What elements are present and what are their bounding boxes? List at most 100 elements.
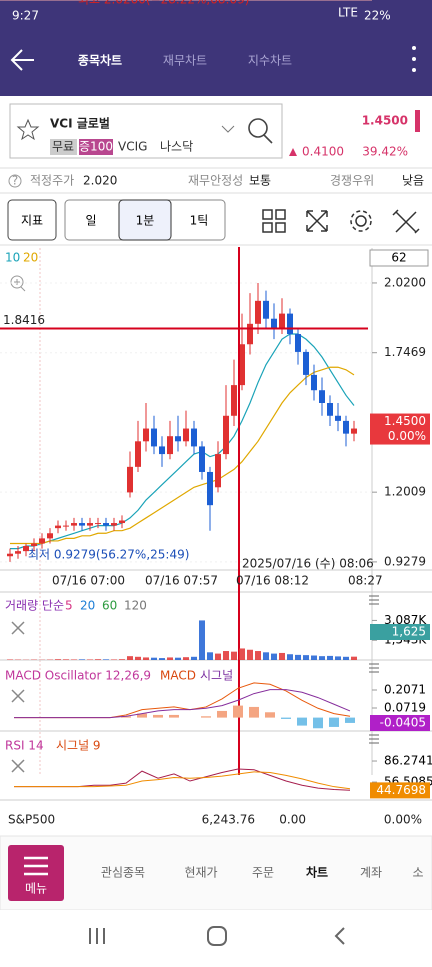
panel-menu[interactable] (369, 596, 379, 604)
candle-body (351, 429, 357, 434)
volume-bar (167, 657, 173, 660)
volume-bar (263, 652, 269, 660)
candle-body (343, 421, 349, 434)
tab[interactable]: 종목차트 (78, 53, 122, 68)
legend-item: MACD (160, 669, 196, 683)
badge: 증100 (79, 140, 113, 154)
panel-menu[interactable] (369, 735, 379, 743)
indicator-button[interactable]: 지표 (8, 200, 56, 240)
candle-body (151, 429, 157, 447)
layout-icon[interactable] (263, 210, 285, 232)
volume-bar (335, 656, 341, 660)
volume-bar (55, 659, 61, 660)
count-label: 62 (391, 251, 406, 265)
candle-body (103, 523, 109, 526)
period-button[interactable]: 1분 (119, 200, 171, 240)
nav-item[interactable]: 주문 (252, 866, 274, 880)
candle-body (55, 526, 61, 529)
info-value: 낮음 (402, 174, 424, 188)
button-label: 1틱 (190, 214, 209, 228)
close-icon[interactable] (12, 760, 24, 772)
close-icon[interactable] (12, 622, 24, 634)
volume-bar (199, 620, 205, 660)
nav-label: 관심종목 (101, 866, 145, 880)
volume-bar (111, 659, 117, 660)
volume-bar (279, 653, 285, 660)
volume-bar (223, 651, 229, 660)
nav-item[interactable]: 차트 (306, 865, 328, 880)
signal-line (14, 690, 350, 718)
candle-body (119, 520, 125, 523)
stock-name: VCI 글로벌 (50, 116, 110, 131)
status-network: LTE (338, 6, 358, 20)
nav-item[interactable]: 관심종목 (101, 866, 145, 880)
period-button[interactable]: 일 (85, 214, 96, 228)
settings-icon[interactable] (351, 211, 371, 231)
badge: 무료 (52, 140, 74, 154)
info-label: 재무안정성 (188, 174, 243, 188)
y-tick-label: 1.2009 (384, 485, 426, 499)
candle-body (63, 526, 69, 527)
close-icon[interactable] (12, 690, 24, 702)
tab-label: 재무차트 (163, 54, 207, 68)
price: 1.4500 (362, 114, 408, 128)
tools-icon[interactable] (393, 210, 419, 233)
tab[interactable]: 재무차트 (163, 54, 207, 68)
legend-item: 20 (23, 251, 38, 265)
oscillator-bar (217, 711, 227, 718)
legend-item: 10 (5, 251, 20, 265)
price-bar (415, 110, 420, 132)
y-tick-label: 1.7469 (384, 345, 426, 359)
candle-body (127, 467, 133, 493)
volume-bar (247, 650, 253, 660)
menu-label: 메뉴 (25, 882, 47, 896)
panel-title: 거래량 단순 (5, 599, 64, 613)
candle-body (175, 436, 181, 441)
y-tick-label: 0.0719 (384, 701, 426, 715)
candle-body (39, 538, 45, 543)
volume-bar (183, 657, 189, 660)
index-change-pct: 0.00% (384, 813, 422, 827)
high-label: 최고 2.0200(−28.22%,08:09) (78, 0, 249, 7)
info-value: 2.020 (83, 174, 117, 188)
nav-label: 차트 (306, 865, 328, 880)
menu-button[interactable]: 메뉴 (8, 845, 64, 901)
tab-label: 지수차트 (248, 54, 292, 68)
macd-line (14, 683, 350, 718)
panel-menu[interactable] (369, 664, 379, 672)
current-rsi: 44.7698 (376, 783, 426, 797)
period-label: 60 (102, 599, 117, 613)
change-pct: 39.42% (362, 145, 408, 159)
zoom-icon[interactable] (11, 276, 25, 291)
candle-body (287, 314, 293, 334)
nav-item[interactable]: 현재가 (184, 866, 217, 880)
candle-body (327, 403, 333, 416)
status-time: 9:27 (12, 9, 39, 23)
candle-body (335, 416, 341, 421)
ticker: VCIG (118, 140, 147, 154)
crosshair-time: 2025/07/16 (수) 08:06 (242, 557, 374, 571)
volume-bar (135, 657, 141, 660)
candle-body (191, 429, 197, 447)
volume-bar (239, 648, 245, 660)
candle-body (215, 454, 221, 487)
candle-body (71, 523, 77, 526)
panel-title: RSI 14 (5, 739, 44, 753)
x-tick-label: 07/16 07:57 (145, 574, 218, 588)
volume-bar (63, 659, 69, 660)
ma-line (10, 334, 354, 549)
period-label: 5 (65, 599, 73, 613)
candle-body (31, 543, 37, 546)
volume-bar (295, 655, 301, 660)
period-button[interactable]: 1틱 (190, 214, 209, 228)
oscillator-bar (265, 712, 275, 717)
nav-item[interactable]: 소 (412, 866, 423, 880)
candle-body (159, 446, 165, 454)
tab[interactable]: 지수차트 (248, 54, 292, 68)
oscillator-bar (329, 718, 339, 727)
expand-icon[interactable] (307, 211, 327, 231)
nav-item[interactable]: 계좌 (360, 866, 382, 880)
period-label: 120 (124, 599, 147, 613)
